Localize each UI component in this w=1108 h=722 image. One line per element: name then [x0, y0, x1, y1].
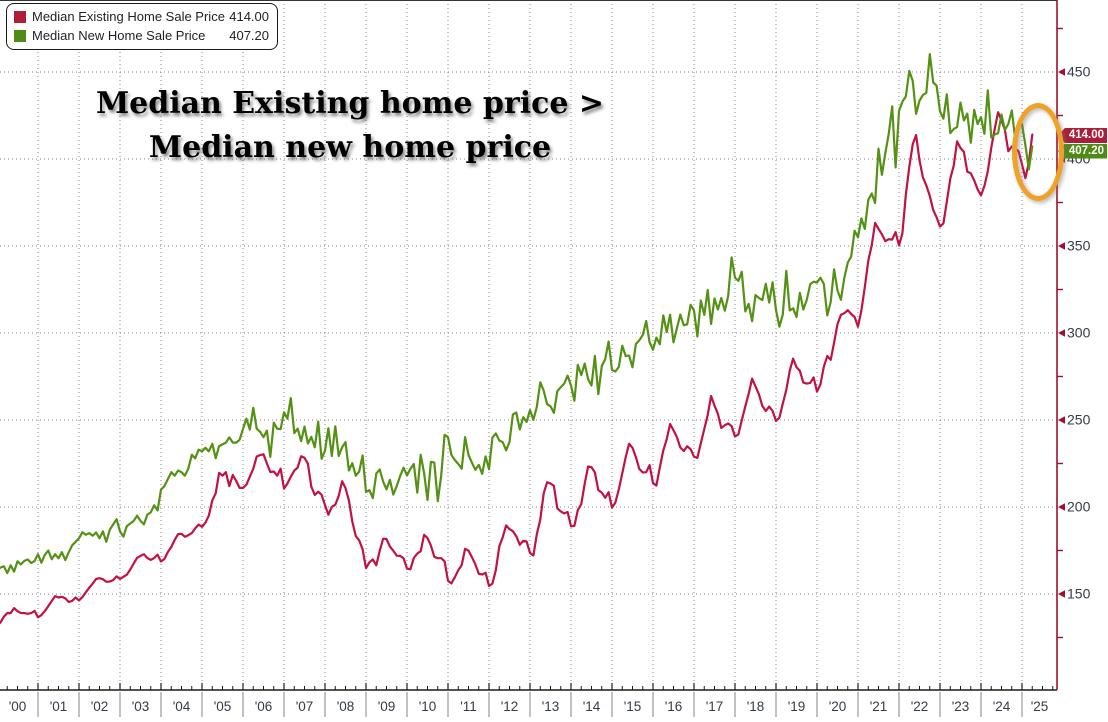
x-axis-label: '08	[337, 699, 355, 714]
legend-value-existing: 414.00	[229, 9, 269, 24]
y-axis-tick-arrow-icon	[1058, 242, 1065, 250]
x-axis-label: '16	[665, 699, 683, 714]
y-axis-label: 150	[1067, 586, 1091, 602]
x-axis-label: '07	[296, 699, 314, 714]
legend-row-existing: Median Existing Home Sale Price 414.00	[14, 7, 269, 26]
legend-value-new: 407.20	[229, 28, 269, 43]
legend-label-new: Median New Home Sale Price	[32, 28, 206, 43]
x-axis-label: '10	[419, 699, 437, 714]
x-axis-label: '02	[91, 699, 109, 714]
new-series-swatch-icon	[14, 29, 26, 42]
y-axis-tick-arrow-icon	[1058, 590, 1065, 598]
existing-series-swatch-icon	[14, 10, 26, 23]
x-axis-label: '00	[9, 699, 27, 714]
x-axis-label: '03	[132, 699, 150, 714]
new-home-price-line	[0, 52, 1034, 575]
x-axis-label: '18	[747, 699, 765, 714]
x-axis-label: '20	[829, 699, 847, 714]
x-axis-label: '09	[378, 699, 396, 714]
x-axis-label: '17	[706, 699, 724, 714]
x-axis-label: '01	[50, 699, 68, 714]
annotation-line-1: Median Existing home price >	[95, 86, 605, 121]
x-axis-label: '23	[952, 699, 970, 714]
x-axis-label: '13	[542, 699, 560, 714]
x-axis-label: '05	[214, 699, 232, 714]
legend-box: Median Existing Home Sale Price 414.00 M…	[6, 3, 278, 50]
y-axis-tick-arrow-icon	[1058, 68, 1065, 76]
chart-annotation-title: Median Existing home price > Median new …	[40, 82, 660, 170]
x-axis-label: '22	[911, 699, 929, 714]
y-axis-tick-arrow-icon	[1058, 503, 1065, 511]
x-axis-label: '06	[255, 699, 273, 714]
legend-label-existing: Median Existing Home Sale Price	[32, 9, 225, 24]
legend-row-new: Median New Home Sale Price 407.20	[14, 26, 269, 45]
x-axis-label: '25	[1031, 699, 1049, 714]
x-axis-label: '15	[624, 699, 642, 714]
y-axis-label: 200	[1067, 499, 1091, 515]
existing-home-price-line	[0, 111, 1034, 625]
x-axis-label: '14	[583, 699, 601, 714]
x-axis-label: '04	[173, 699, 191, 714]
highlight-ellipse	[1012, 103, 1064, 201]
y-axis-label: 350	[1067, 238, 1091, 254]
x-axis-label: '12	[501, 699, 519, 714]
y-axis-tick-arrow-icon	[1058, 329, 1065, 337]
y-axis-label: 450	[1067, 64, 1091, 80]
x-axis-label: '24	[993, 699, 1011, 714]
last-price-tag-existing: 414.00	[1058, 128, 1107, 143]
x-axis-label: '19	[788, 699, 806, 714]
y-axis-label: 300	[1067, 325, 1091, 341]
x-axis-label: '21	[870, 699, 888, 714]
x-axis-label: '11	[460, 699, 477, 714]
y-axis-tick-arrow-icon	[1058, 416, 1065, 424]
annotation-line-2: Median new home price	[148, 130, 552, 165]
last-price-tag-new: 407.20	[1058, 143, 1107, 159]
y-axis-label: 250	[1067, 412, 1091, 428]
